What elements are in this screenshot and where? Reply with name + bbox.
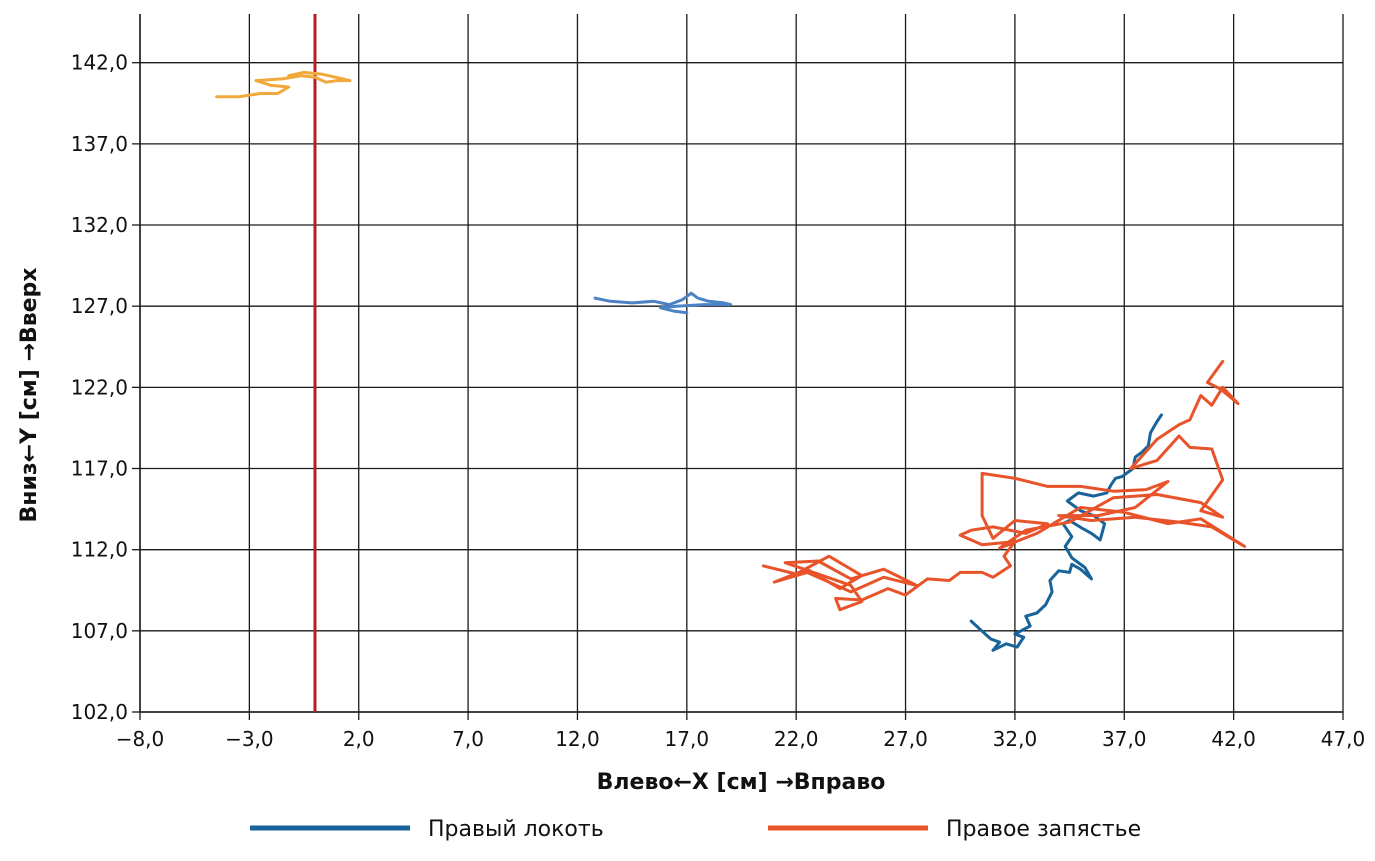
x-tick-label: 7,0 [452, 727, 484, 751]
legend-label: Правый локоть [428, 817, 604, 842]
y-tick-label: 132,0 [71, 213, 128, 237]
series-group [215, 70, 1247, 652]
y-tick-label: 127,0 [71, 294, 128, 318]
series-line-unlabeled-3 [215, 70, 352, 99]
x-axis-title: Влево←X [см] →Вправо [597, 770, 886, 795]
x-axis-tick-labels: −8,0 −3,0 2,0 7,0 12,0 17,0 22,0 27,0 32,0 37,0 42… [116, 727, 1366, 751]
x-tick-label: 27,0 [883, 727, 928, 751]
y-tick-label: 117,0 [71, 457, 128, 481]
y-tick-label: 122,0 [71, 375, 128, 399]
grid [132, 14, 1344, 720]
y-axis-tick-labels: 102,0 107,0 112,0 117,0 122,0 127,0 132,0 137,0… [71, 51, 128, 724]
x-tick-label: 17,0 [665, 727, 710, 751]
x-tick-label: −8,0 [116, 727, 165, 751]
series-line-1 [969, 413, 1163, 652]
y-tick-label: 142,0 [71, 51, 128, 75]
x-tick-label: 2,0 [343, 727, 375, 751]
x-tick-label: 12,0 [555, 727, 600, 751]
legend-label: Правое запястье [946, 817, 1141, 842]
x-tick-label: −3,0 [225, 727, 274, 751]
y-tick-label: 112,0 [71, 538, 128, 562]
legend: Правый локоть Правое запястье [250, 817, 1141, 842]
series-line-unlabeled-4 [593, 291, 733, 315]
y-tick-label: 102,0 [71, 700, 128, 724]
x-tick-label: 37,0 [1102, 727, 1147, 751]
y-tick-label: 107,0 [71, 619, 128, 643]
x-tick-label: 22,0 [774, 727, 819, 751]
x-tick-label: 47,0 [1321, 727, 1366, 751]
x-tick-label: 42,0 [1211, 727, 1256, 751]
y-tick-label: 137,0 [71, 132, 128, 156]
x-tick-label: 32,0 [993, 727, 1038, 751]
series-line-2 [761, 359, 1247, 612]
y-axis-title: Вниз←Y [см] →Вверх [17, 268, 42, 523]
